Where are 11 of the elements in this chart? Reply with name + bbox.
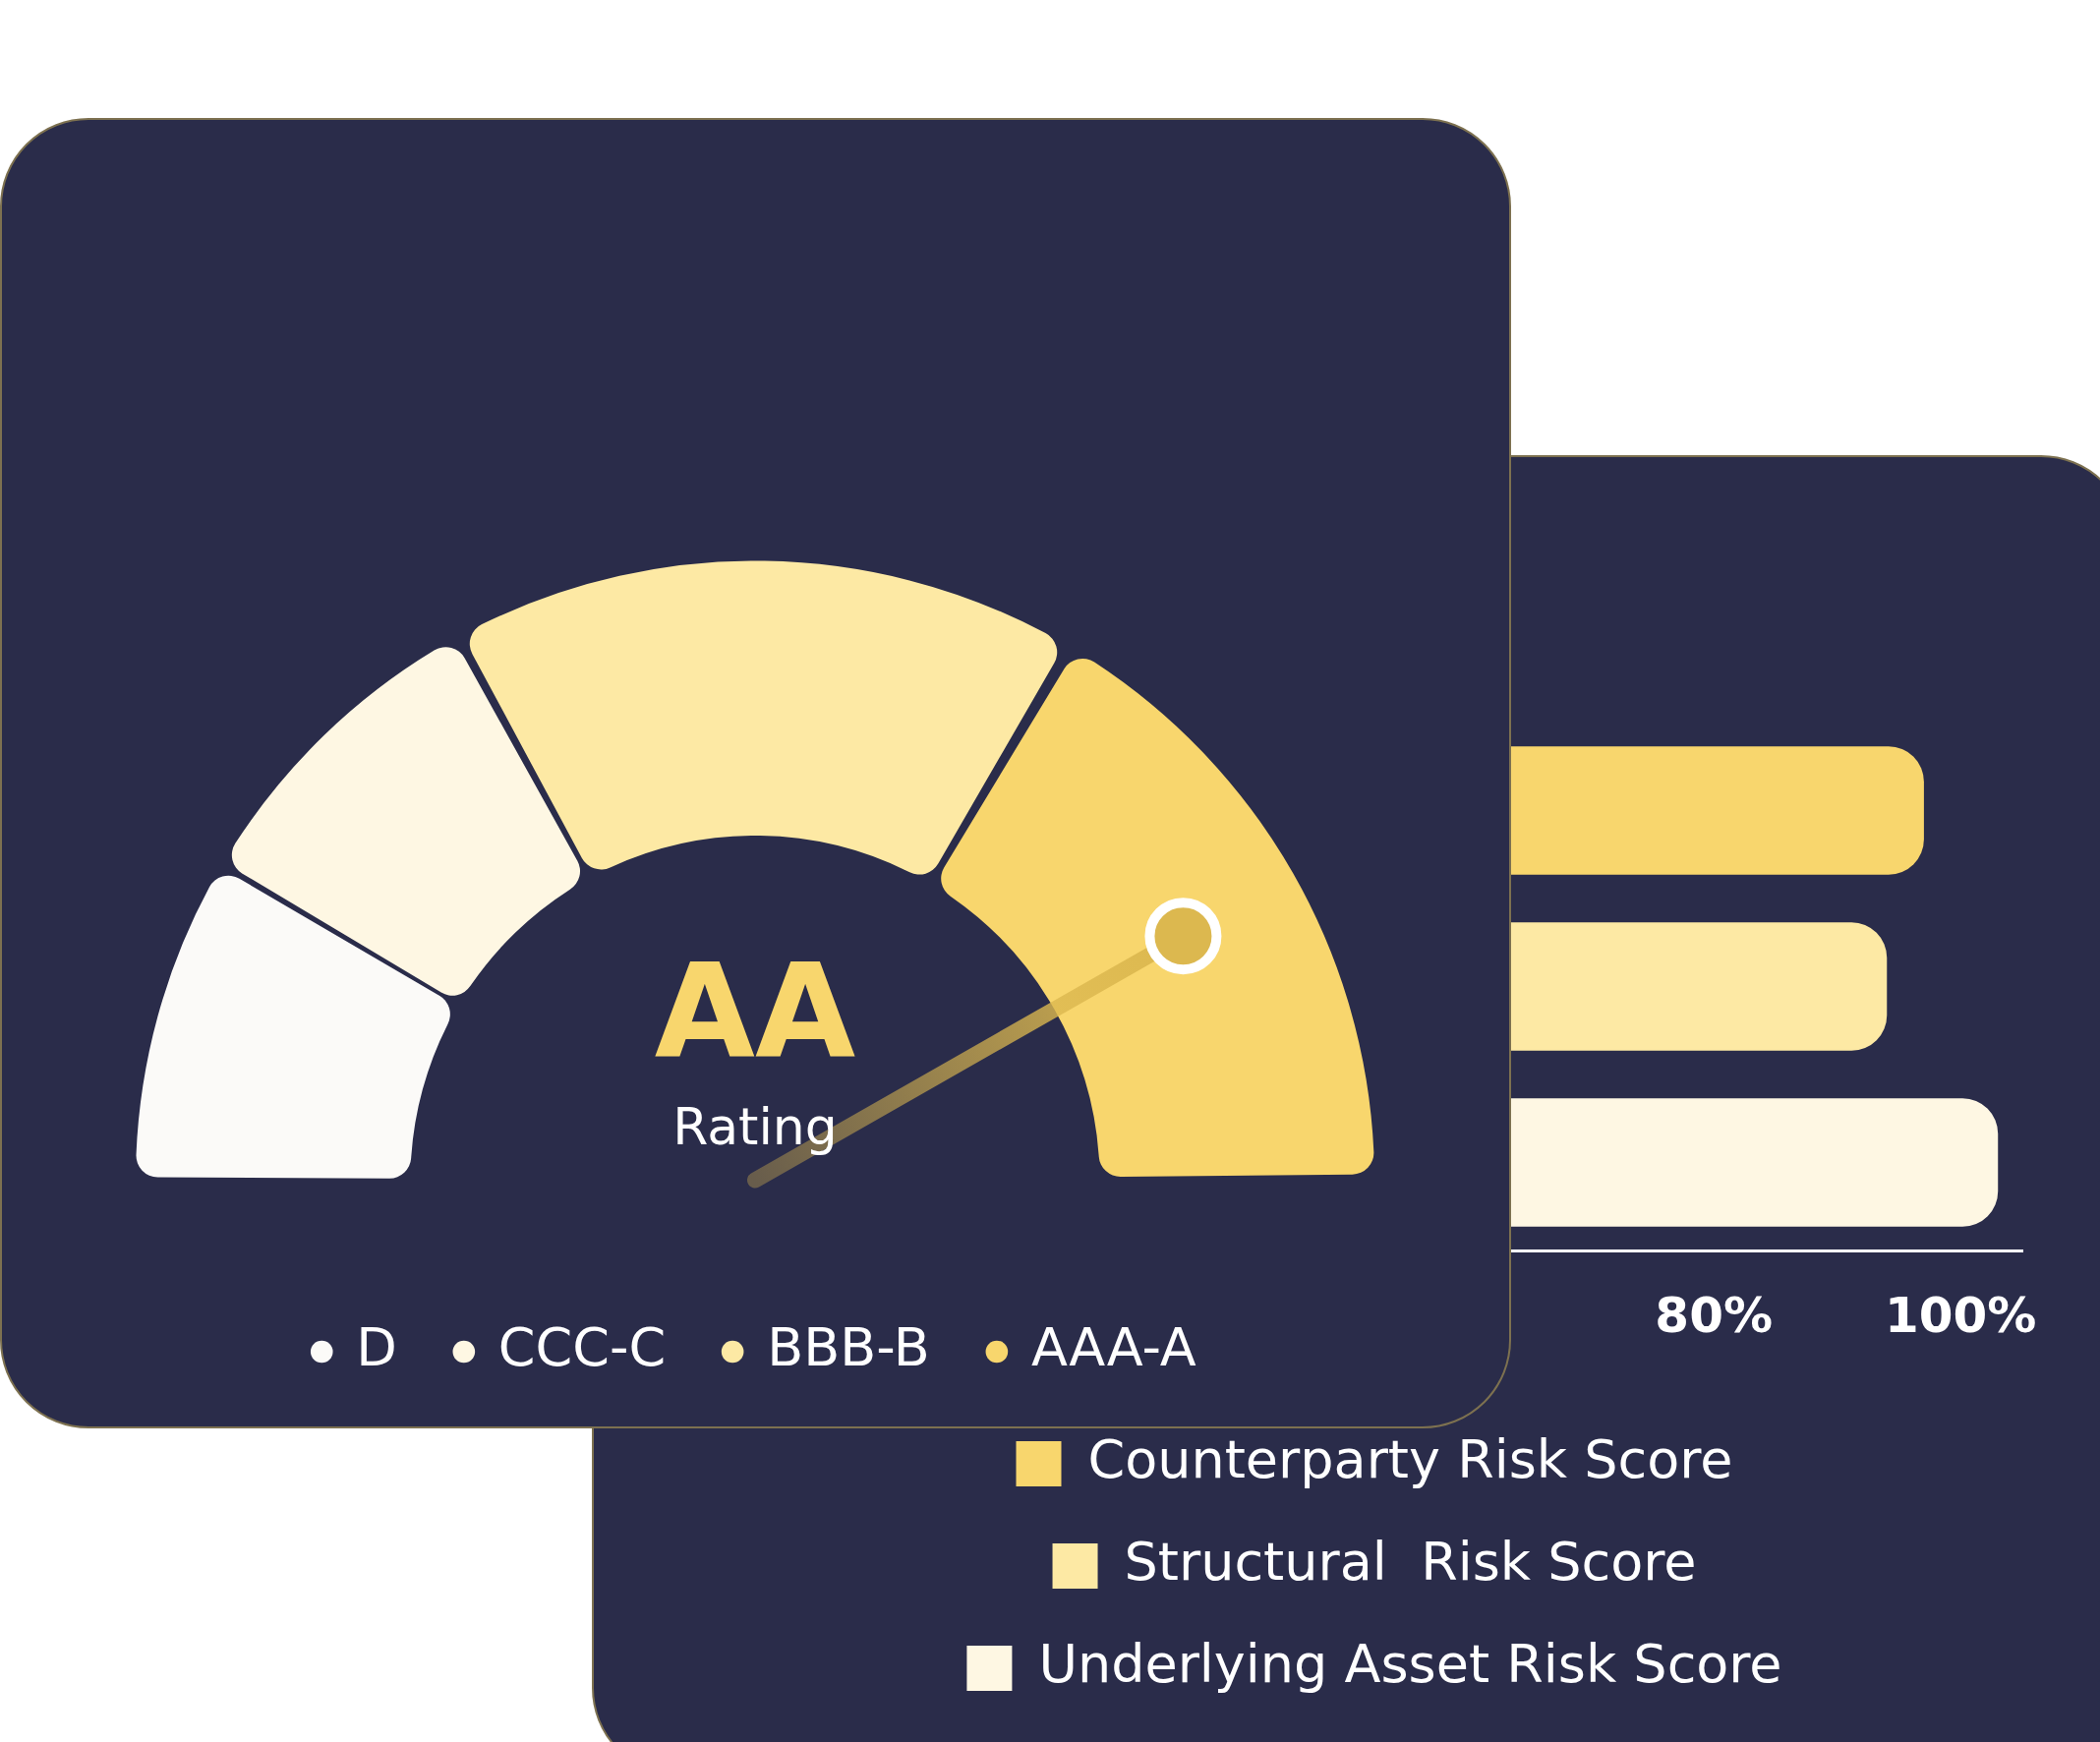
legend-label: D [356, 1316, 397, 1379]
legend-label: Structural Risk Score [1124, 1531, 1697, 1594]
legend-label: CCC-C [497, 1316, 667, 1379]
annotation: Rating [672, 1097, 838, 1157]
legend-label: BBB-B [767, 1316, 930, 1379]
legend-label: Underlying Asset Risk Score [1038, 1633, 1782, 1696]
annotation: AA [654, 935, 856, 1087]
x-tick-label: 100% [1885, 1286, 2037, 1344]
legend-label: Counterparty Risk Score [1087, 1428, 1733, 1491]
x-tick-label: 80% [1655, 1286, 1774, 1344]
legend-label: AAA-A [1030, 1316, 1196, 1379]
